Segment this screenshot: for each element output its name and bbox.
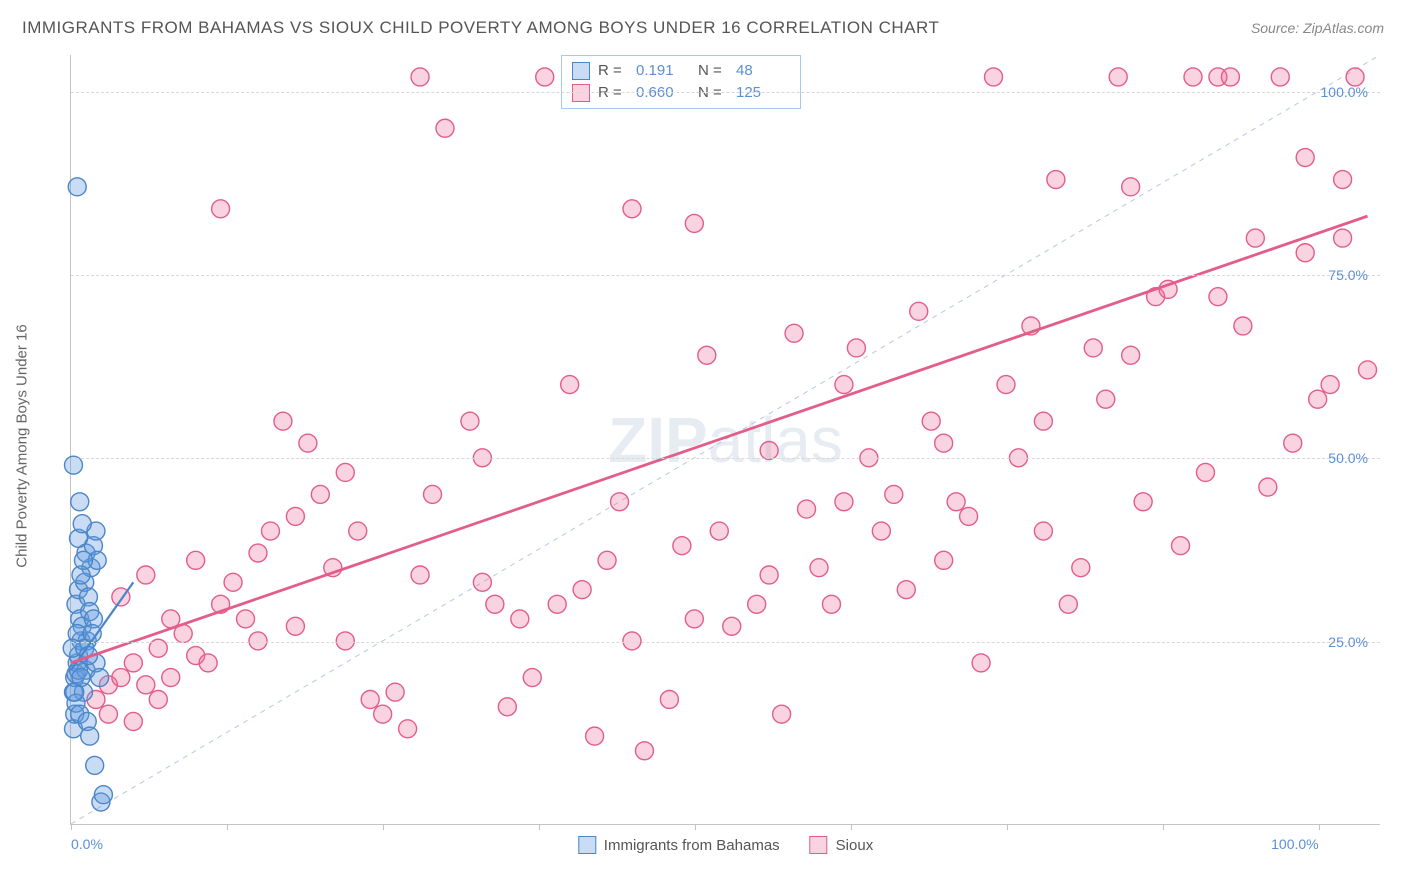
x-tick-mark [1319,824,1320,830]
source-label: Source: ZipAtlas.com [1251,20,1384,36]
xlegend-bahamas: Immigrants from Bahamas [578,836,780,854]
y-axis-label: Child Poverty Among Boys Under 16 [14,324,31,567]
gridline [71,642,1380,643]
y-tick-label: 25.0% [1328,634,1368,650]
x-tick-mark [1007,824,1008,830]
legend-row-bahamas: R = 0.191 N = 48 [572,60,790,82]
plot-area: ZIPatlas R = 0.191 N = 48 R = 0.660 N = … [70,55,1380,825]
gridline [71,92,1380,93]
chart-svg [71,55,1380,824]
xlegend-sioux: Sioux [810,836,874,854]
chart-title: IMMIGRANTS FROM BAHAMAS VS SIOUX CHILD P… [22,18,939,38]
y-tick-label: 100.0% [1321,84,1368,100]
x-tick-mark [383,824,384,830]
x-tick-mark [695,824,696,830]
swatch-sioux [810,836,828,854]
x-tick-label: 100.0% [1271,836,1318,852]
x-tick-mark [1163,824,1164,830]
x-tick-mark [539,824,540,830]
gridline [71,458,1380,459]
correlation-legend: R = 0.191 N = 48 R = 0.660 N = 125 [561,55,801,109]
y-tick-label: 50.0% [1328,450,1368,466]
x-tick-mark [71,824,72,830]
swatch-bahamas [578,836,596,854]
x-axis-legend: Immigrants from Bahamas Sioux [578,836,873,854]
x-tick-mark [227,824,228,830]
legend-row-sioux: R = 0.660 N = 125 [572,82,790,104]
x-tick-label: 0.0% [71,836,103,852]
x-tick-mark [851,824,852,830]
y-tick-label: 75.0% [1328,267,1368,283]
gridline [71,275,1380,276]
swatch-bahamas [572,62,590,80]
swatch-sioux [572,84,590,102]
